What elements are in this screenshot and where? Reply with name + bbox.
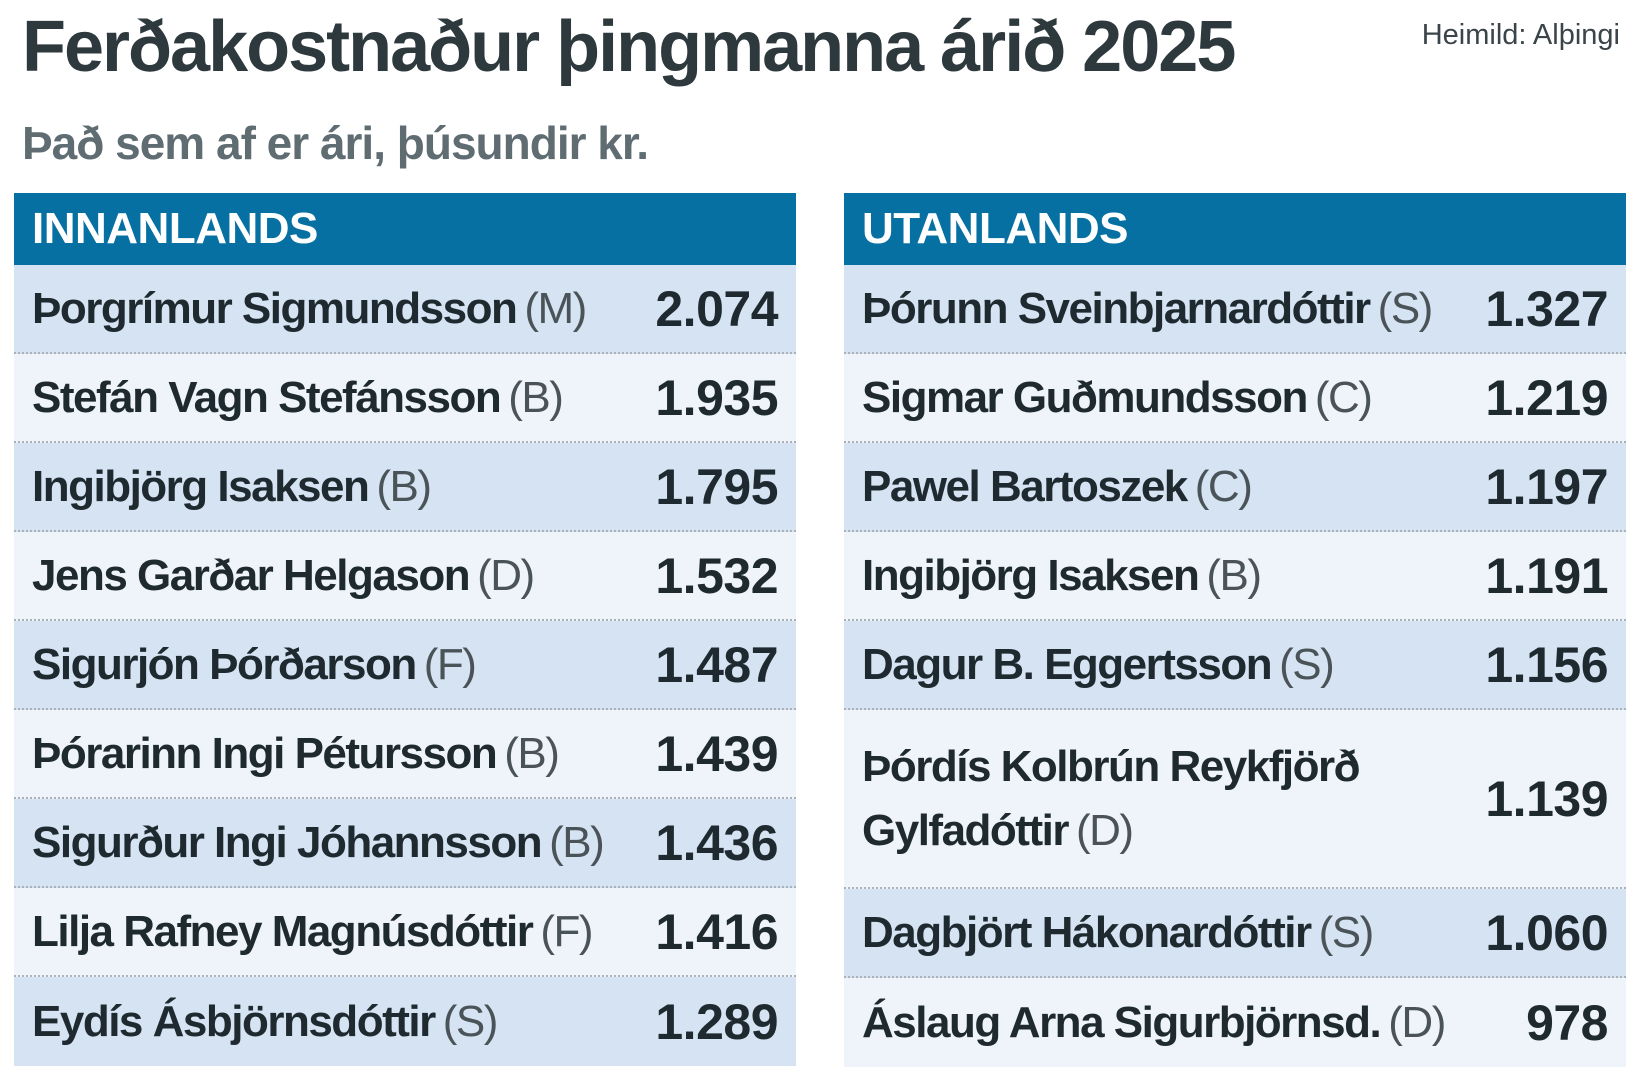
table-row: Þórdís Kolbrún Reykfjörð Gylfadóttir (D) 1… bbox=[844, 710, 1626, 889]
table-row: Eydís Ásbjörnsdóttir (S) 1.289 bbox=[14, 977, 796, 1066]
member-name: Þórdís Kolbrún Reykfjörð Gylfadóttir bbox=[862, 741, 1360, 855]
row-label: Sigurður Ingi Jóhannsson (B) bbox=[32, 811, 638, 875]
party-label: (F) bbox=[423, 639, 477, 689]
member-name: Stefán Vagn Stefánsson bbox=[32, 372, 502, 422]
member-name: Áslaug Arna Sigurbjörnsd. bbox=[862, 997, 1382, 1047]
party-label: (S) bbox=[1318, 907, 1375, 957]
table-row: Dagbjört Hákonardóttir (S) 1.060 bbox=[844, 889, 1626, 978]
member-name: Jens Garðar Helgason bbox=[32, 550, 471, 600]
domestic-panel: INNANLANDS Þorgrímur Sigmundsson (M) 2.074… bbox=[14, 193, 796, 1066]
cost-value: 1.060 bbox=[1485, 904, 1608, 961]
party-label: (S) bbox=[442, 996, 499, 1046]
domestic-header: INNANLANDS bbox=[14, 193, 796, 265]
member-name: Dagbjört Hákonardóttir bbox=[862, 907, 1312, 957]
table-row: Stefán Vagn Stefánsson (B) 1.935 bbox=[14, 354, 796, 443]
row-label: Þórunn Sveinbjarnardóttir (S) bbox=[862, 277, 1468, 341]
row-label: Þorgrímur Sigmundsson (M) bbox=[32, 277, 638, 341]
party-label: (M) bbox=[524, 283, 587, 333]
row-label: Sigmar Guðmundsson (C) bbox=[862, 366, 1468, 430]
cost-value: 1.327 bbox=[1485, 280, 1608, 337]
table-row: Dagur B. Eggertsson (S) 1.156 bbox=[844, 621, 1626, 710]
member-name: Ingibjörg Isaksen bbox=[32, 461, 370, 511]
member-name: Þórarinn Ingi Pétursson bbox=[32, 728, 498, 778]
party-label: (C) bbox=[1314, 372, 1373, 422]
abroad-panel: UTANLANDS Þórunn Sveinbjarnardóttir (S) 1.… bbox=[844, 193, 1626, 1067]
cost-value: 1.416 bbox=[655, 903, 778, 960]
member-name: Þorgrímur Sigmundsson bbox=[32, 283, 518, 333]
domestic-rows: Þorgrímur Sigmundsson (M) 2.074 Stefán Vagn… bbox=[14, 265, 796, 1066]
member-name: Þórunn Sveinbjarnardóttir bbox=[862, 283, 1371, 333]
party-label: (B) bbox=[504, 728, 560, 778]
row-label: Dagbjört Hákonardóttir (S) bbox=[862, 901, 1468, 965]
cost-value: 1.191 bbox=[1485, 547, 1608, 604]
table-row: Þórarinn Ingi Pétursson (B) 1.439 bbox=[14, 710, 796, 799]
row-label: Lilja Rafney Magnúsdóttir (F) bbox=[32, 900, 638, 964]
cost-value: 1.289 bbox=[655, 993, 778, 1050]
cost-value: 1.439 bbox=[655, 725, 778, 782]
party-label: (C) bbox=[1194, 461, 1253, 511]
cost-value: 1.935 bbox=[655, 369, 778, 426]
party-label: (B) bbox=[549, 817, 605, 867]
row-label: Þórarinn Ingi Pétursson (B) bbox=[32, 722, 638, 786]
cost-value: 1.436 bbox=[655, 814, 778, 871]
cost-value: 978 bbox=[1526, 994, 1608, 1051]
row-label: Jens Garðar Helgason (D) bbox=[32, 544, 638, 608]
member-name: Pawel Bartoszek bbox=[862, 461, 1188, 511]
row-label: Pawel Bartoszek (C) bbox=[862, 455, 1468, 519]
row-label: Sigurjón Þórðarson (F) bbox=[32, 633, 638, 697]
row-label: Þórdís Kolbrún Reykfjörð Gylfadóttir (D) bbox=[862, 735, 1468, 863]
table-row: Þórunn Sveinbjarnardóttir (S) 1.327 bbox=[844, 265, 1626, 354]
cost-value: 1.156 bbox=[1485, 636, 1608, 693]
member-name: Eydís Ásbjörnsdóttir bbox=[32, 996, 436, 1046]
party-label: (D) bbox=[477, 550, 535, 600]
table-row: Pawel Bartoszek (C) 1.197 bbox=[844, 443, 1626, 532]
row-label: Dagur B. Eggertsson (S) bbox=[862, 633, 1468, 697]
party-label: (F) bbox=[540, 906, 593, 956]
table-row: Sigurður Ingi Jóhannsson (B) 1.436 bbox=[14, 799, 796, 888]
table-row: Ingibjörg Isaksen (B) 1.191 bbox=[844, 532, 1626, 621]
member-name: Lilja Rafney Magnúsdóttir bbox=[32, 906, 534, 956]
row-label: Áslaug Arna Sigurbjörnsd. (D) bbox=[862, 991, 1468, 1055]
member-name: Sigurjón Þórðarson bbox=[32, 639, 417, 689]
party-label: (B) bbox=[1206, 550, 1262, 600]
row-label: Eydís Ásbjörnsdóttir (S) bbox=[32, 990, 638, 1054]
party-label: (S) bbox=[1279, 639, 1335, 689]
party-label: (B) bbox=[376, 461, 432, 511]
cost-value: 1.795 bbox=[655, 458, 778, 515]
party-label: (D) bbox=[1075, 805, 1134, 855]
party-label: (D) bbox=[1388, 997, 1446, 1047]
member-name: Ingibjörg Isaksen bbox=[862, 550, 1200, 600]
table-row: Lilja Rafney Magnúsdóttir (F) 1.416 bbox=[14, 888, 796, 977]
table-row: Jens Garðar Helgason (D) 1.532 bbox=[14, 532, 796, 621]
abroad-rows: Þórunn Sveinbjarnardóttir (S) 1.327 Sigmar … bbox=[844, 265, 1626, 1067]
party-label: (S) bbox=[1377, 283, 1434, 333]
table-row: Ingibjörg Isaksen (B) 1.795 bbox=[14, 443, 796, 532]
cost-value: 1.532 bbox=[655, 547, 778, 604]
table-row: Sigurjón Þórðarson (F) 1.487 bbox=[14, 621, 796, 710]
abroad-header: UTANLANDS bbox=[844, 193, 1626, 265]
cost-value: 1.197 bbox=[1485, 458, 1608, 515]
cost-value: 1.219 bbox=[1485, 369, 1608, 426]
member-name: Dagur B. Eggertsson bbox=[862, 639, 1273, 689]
party-label: (B) bbox=[508, 372, 564, 422]
member-name: Sigmar Guðmundsson bbox=[862, 372, 1308, 422]
row-label: Ingibjörg Isaksen (B) bbox=[862, 544, 1468, 608]
row-label: Stefán Vagn Stefánsson (B) bbox=[32, 366, 638, 430]
chart-title: Ferðakostnaður þingmanna árið 2025 bbox=[22, 7, 1236, 87]
cost-value: 1.487 bbox=[655, 636, 778, 693]
chart-subtitle: Það sem af er ári, þúsundir kr. bbox=[22, 117, 649, 169]
table-row: Þorgrímur Sigmundsson (M) 2.074 bbox=[14, 265, 796, 354]
table-row: Áslaug Arna Sigurbjörnsd. (D) 978 bbox=[844, 978, 1626, 1067]
cost-value: 1.139 bbox=[1485, 770, 1608, 827]
row-label: Ingibjörg Isaksen (B) bbox=[32, 455, 638, 519]
member-name: Sigurður Ingi Jóhannsson bbox=[32, 817, 543, 867]
cost-value: 2.074 bbox=[655, 280, 778, 337]
table-row: Sigmar Guðmundsson (C) 1.219 bbox=[844, 354, 1626, 443]
source-note: Heimild: Alþingi bbox=[1421, 19, 1620, 51]
